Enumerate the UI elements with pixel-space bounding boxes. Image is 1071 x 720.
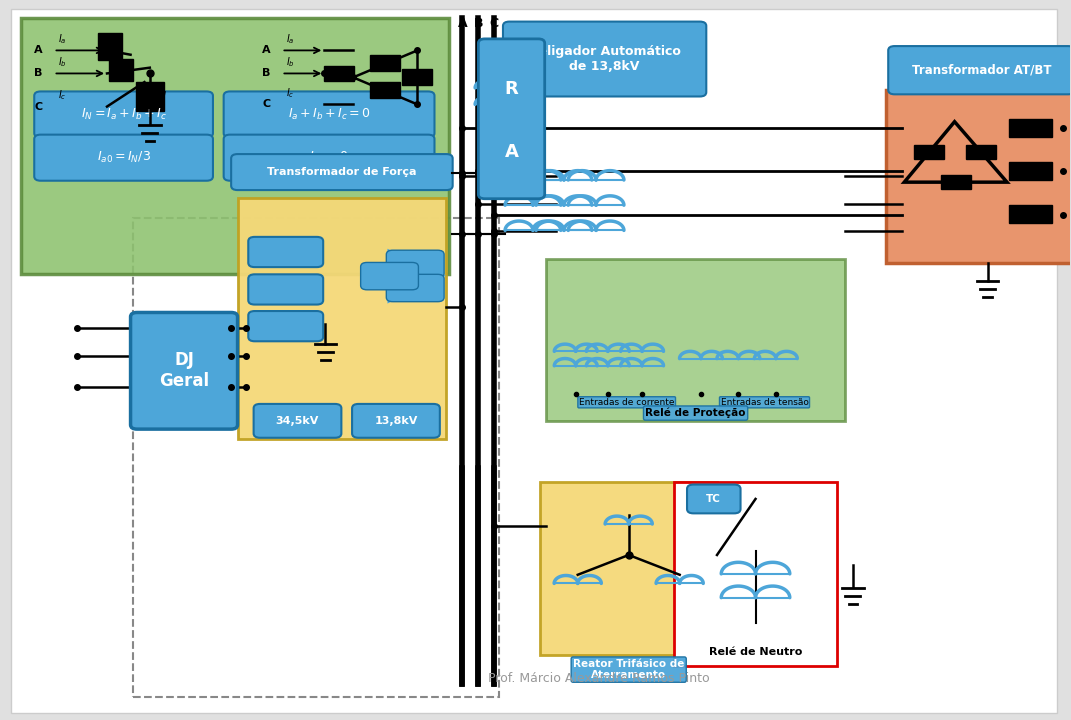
Bar xyxy=(371,82,401,98)
Text: C: C xyxy=(34,102,43,112)
FancyBboxPatch shape xyxy=(888,46,1071,94)
Text: $I_a$: $I_a$ xyxy=(286,32,295,45)
FancyBboxPatch shape xyxy=(224,91,435,138)
FancyBboxPatch shape xyxy=(687,485,740,513)
FancyBboxPatch shape xyxy=(34,91,213,138)
Text: Transformador de Força: Transformador de Força xyxy=(267,167,417,177)
FancyBboxPatch shape xyxy=(387,251,444,278)
Bar xyxy=(21,18,450,274)
Text: $I_{a0} = 0$: $I_{a0} = 0$ xyxy=(310,150,349,165)
Text: $I_N = I_a + I_b + I_c$: $I_N = I_a + I_b + I_c$ xyxy=(80,107,167,122)
FancyBboxPatch shape xyxy=(131,312,238,429)
Text: A: A xyxy=(504,143,518,161)
Text: C: C xyxy=(489,17,499,30)
FancyBboxPatch shape xyxy=(231,154,453,190)
FancyBboxPatch shape xyxy=(254,404,342,438)
Text: 13,8kV: 13,8kV xyxy=(374,416,418,426)
Bar xyxy=(99,33,122,60)
Bar xyxy=(133,218,499,697)
Bar xyxy=(966,145,996,159)
Text: Reator Trifásico de
Aterramento: Reator Trifásico de Aterramento xyxy=(573,659,684,680)
Text: $I_{a0} = I_N/3$: $I_{a0} = I_N/3$ xyxy=(96,150,151,165)
Text: TC: TC xyxy=(707,494,721,504)
Text: $I_a$: $I_a$ xyxy=(58,32,66,45)
FancyBboxPatch shape xyxy=(503,22,706,96)
Bar xyxy=(546,259,845,421)
Bar xyxy=(674,482,836,666)
Text: Transformador AT/BT: Transformador AT/BT xyxy=(911,63,1051,77)
Text: Relé de Proteção: Relé de Proteção xyxy=(646,408,745,418)
Text: $I_b$: $I_b$ xyxy=(58,55,66,68)
Text: 34,5kV: 34,5kV xyxy=(276,416,319,426)
Bar xyxy=(325,66,355,81)
FancyBboxPatch shape xyxy=(248,274,323,305)
Text: A: A xyxy=(34,45,43,55)
Text: B: B xyxy=(34,68,43,78)
Bar xyxy=(136,82,164,111)
FancyBboxPatch shape xyxy=(352,404,440,438)
FancyBboxPatch shape xyxy=(479,39,545,199)
FancyBboxPatch shape xyxy=(34,135,213,181)
FancyBboxPatch shape xyxy=(248,311,323,341)
Text: C: C xyxy=(262,99,270,109)
Bar xyxy=(915,145,945,159)
Bar xyxy=(403,68,433,85)
Bar xyxy=(541,482,716,655)
Text: B: B xyxy=(262,68,271,78)
FancyBboxPatch shape xyxy=(224,135,435,181)
Bar xyxy=(940,175,970,189)
Text: Relé de Neutro: Relé de Neutro xyxy=(709,647,802,657)
Text: Entradas de corrente: Entradas de corrente xyxy=(579,398,675,407)
Text: A: A xyxy=(457,17,467,30)
Text: $I_c$: $I_c$ xyxy=(286,86,295,99)
Bar xyxy=(886,90,1071,263)
Bar xyxy=(238,198,447,439)
Text: A: A xyxy=(262,45,271,55)
Bar xyxy=(1009,119,1052,137)
Bar xyxy=(1009,162,1052,180)
Text: DJ
Geral: DJ Geral xyxy=(159,351,209,390)
Text: Religador Automático
de 13,8kV: Religador Automático de 13,8kV xyxy=(529,45,680,73)
Text: $I_c$: $I_c$ xyxy=(58,88,66,102)
FancyBboxPatch shape xyxy=(361,263,419,290)
Text: $I_b$: $I_b$ xyxy=(286,55,295,68)
FancyBboxPatch shape xyxy=(387,274,444,302)
Text: $I_N$: $I_N$ xyxy=(159,85,168,99)
Text: B: B xyxy=(473,17,483,30)
Text: Entradas de tensão: Entradas de tensão xyxy=(721,398,809,407)
FancyBboxPatch shape xyxy=(248,237,323,267)
Bar xyxy=(109,59,133,81)
Text: R: R xyxy=(504,80,518,98)
Text: $I_a + I_b + I_c = 0$: $I_a + I_b + I_c = 0$ xyxy=(288,107,371,122)
Bar xyxy=(1009,205,1052,223)
Bar xyxy=(371,55,401,71)
Text: Prof. Márcio Alexandre Ramos Pinto: Prof. Márcio Alexandre Ramos Pinto xyxy=(488,672,710,685)
